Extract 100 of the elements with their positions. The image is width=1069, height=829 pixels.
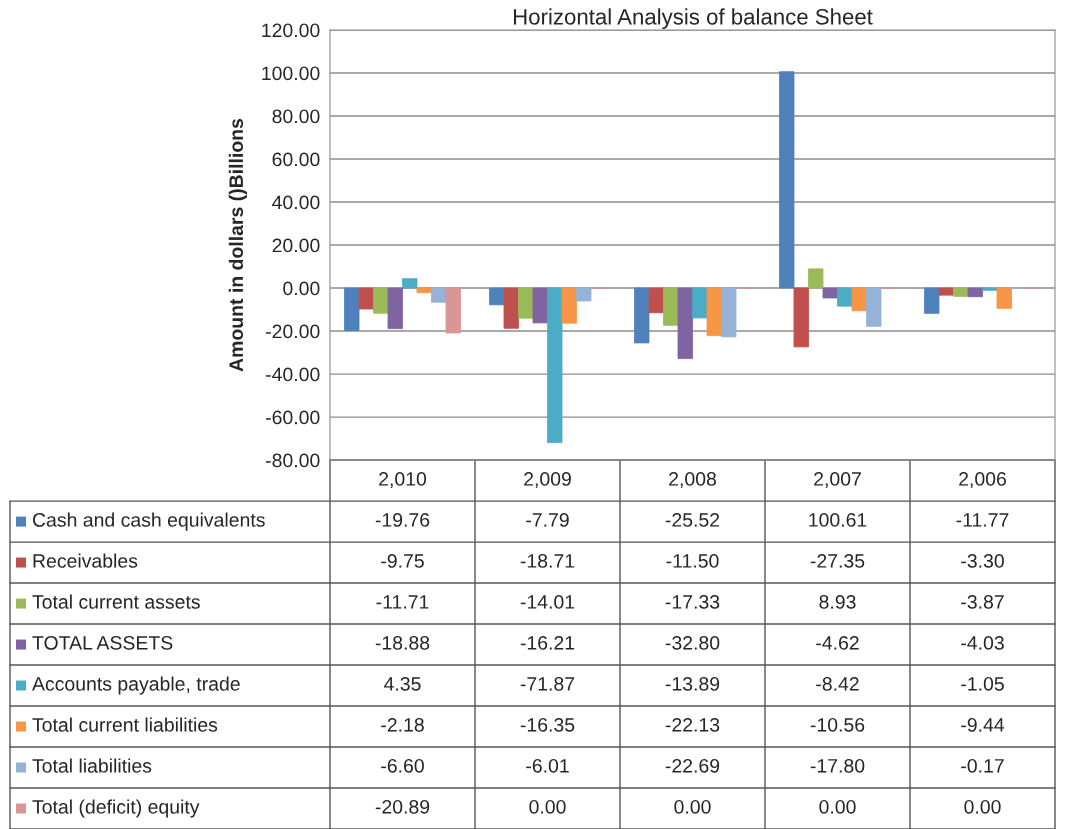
data-label: -22.69	[665, 758, 720, 773]
data-label: -13.89	[665, 676, 720, 691]
bar	[503, 287, 519, 329]
data-label: -0.17	[961, 758, 1004, 773]
y-tick-label: 0.00	[283, 281, 320, 296]
bar	[634, 287, 650, 344]
data-label: -6.60	[381, 758, 424, 773]
bar	[431, 287, 447, 303]
bar	[547, 287, 563, 444]
data-label: -3.87	[961, 595, 1004, 609]
bar	[866, 287, 882, 327]
y-tick-label: 80.00	[272, 109, 320, 124]
legend-label: Total current assets	[32, 594, 200, 609]
x-tick-label: 2,006	[959, 472, 1006, 489]
data-label: -6.01	[526, 758, 569, 773]
y-tick-label: -60.00	[266, 410, 320, 425]
x-tick-label: 2,007	[814, 472, 861, 489]
bar	[445, 287, 461, 334]
data-label: -4.03	[961, 636, 1004, 650]
data-label: 4.35	[384, 676, 421, 691]
data-label: 100.61	[809, 513, 867, 527]
data-label: -32.80	[665, 636, 720, 650]
data-label: -11.71	[376, 595, 429, 609]
data-label: -27.35	[810, 554, 865, 568]
data-label: -20.89	[375, 799, 430, 814]
data-label: -9.75	[381, 554, 424, 568]
legend-label: Total liabilities	[32, 758, 152, 773]
bar	[924, 287, 940, 314]
data-label: -10.56	[810, 717, 865, 732]
data-label: -16.35	[520, 717, 575, 732]
bar	[358, 287, 374, 310]
y-tick-label: 100.00	[262, 66, 320, 81]
data-label: -17.33	[665, 595, 720, 609]
bar	[373, 287, 389, 314]
data-label: 0.00	[964, 799, 1001, 814]
data-label: -9.44	[961, 717, 1005, 732]
bar	[692, 287, 708, 319]
bar	[416, 287, 432, 294]
bar	[938, 287, 954, 296]
bar	[721, 287, 737, 338]
bar	[561, 287, 577, 324]
bar	[532, 287, 548, 324]
data-label: 0.00	[819, 799, 856, 814]
bar	[793, 287, 809, 348]
bar	[837, 287, 853, 307]
data-label: 0.00	[674, 799, 711, 814]
x-tick-label: 2,009	[524, 472, 571, 489]
x-tick-label: 2,008	[669, 472, 716, 489]
x-tick-label: 2,010	[379, 472, 427, 489]
data-label: 0.00	[529, 799, 566, 814]
data-label: -2.18	[381, 717, 424, 732]
legend-label: Total (deficit) equity	[32, 799, 200, 818]
data-label: -17.80	[810, 758, 865, 773]
bar	[822, 287, 838, 299]
bar	[518, 287, 534, 319]
bar	[663, 287, 679, 326]
bar	[402, 278, 418, 289]
bar	[851, 287, 867, 312]
bar	[967, 287, 983, 298]
y-tick-label: 20.00	[272, 238, 320, 253]
legend-label: Cash and cash equivalents	[32, 512, 265, 531]
y-tick-label: 40.00	[272, 195, 320, 210]
y-axis-title: Amount in dollars ()Billions	[228, 118, 247, 372]
data-label: -18.88	[375, 636, 430, 650]
data-label: -11.77	[956, 513, 1009, 527]
y-tick-label: -80.00	[266, 453, 320, 468]
data-label: -1.05	[961, 676, 1004, 691]
data-label: -25.52	[665, 513, 720, 527]
legend-label: Total current liabilities	[32, 717, 218, 732]
bar	[982, 287, 998, 291]
bar	[808, 268, 824, 289]
legend-label: Accounts payable, trade	[32, 676, 240, 695]
bar	[344, 287, 360, 331]
y-tick-label: -20.00	[266, 324, 320, 339]
bar	[387, 287, 403, 330]
data-label: -16.21	[520, 636, 575, 650]
data-label: -22.13	[665, 717, 720, 732]
chart-title: Horizontal Analysis of balance Sheet	[513, 8, 873, 30]
y-tick-label: -40.00	[266, 367, 320, 382]
data-label: -7.79	[526, 513, 569, 527]
bar	[953, 287, 969, 297]
data-label: -3.30	[961, 554, 1004, 568]
data-label: -19.76	[375, 513, 430, 527]
bar	[576, 287, 592, 302]
bar	[996, 287, 1012, 309]
legend-label: TOTAL ASSETS	[32, 636, 173, 650]
bar	[779, 71, 795, 289]
data-label: 8.93	[819, 595, 856, 609]
data-label: -11.50	[666, 554, 719, 568]
data-label: -18.71	[520, 554, 575, 568]
bar	[706, 287, 722, 337]
data-label: -71.87	[520, 676, 575, 691]
y-tick-label: 120.00	[262, 23, 320, 38]
data-label: -8.42	[816, 676, 859, 691]
data-label: -4.62	[816, 636, 859, 650]
y-tick-label: 60.00	[272, 152, 320, 167]
bar	[489, 287, 505, 306]
legend-label: Receivables	[33, 553, 138, 568]
bar	[677, 287, 693, 360]
bar	[648, 287, 664, 314]
